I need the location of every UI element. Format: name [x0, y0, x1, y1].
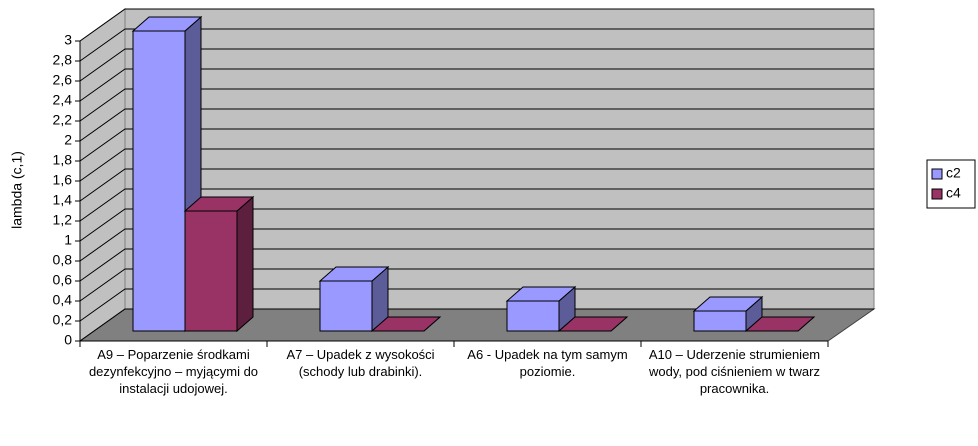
x-tick-label: A7 – Upadek z wysokości (schody lub drab… — [286, 347, 435, 379]
bar — [557, 316, 629, 332]
y-tick-label: 2,2 — [53, 112, 73, 128]
grid-line — [79, 308, 874, 342]
grid-line — [79, 128, 874, 162]
y-tick-label: 3 — [64, 32, 72, 48]
bar-top — [370, 316, 442, 332]
grid-line — [79, 228, 874, 262]
y-tick-label: 2,6 — [53, 72, 73, 88]
grid-line — [79, 48, 874, 82]
bar — [370, 316, 442, 332]
bar-front — [132, 30, 186, 332]
bar — [318, 265, 390, 333]
bar-top — [318, 266, 390, 282]
bar-top — [557, 316, 629, 332]
x-tick-label: A9 – Poparzenie środkami dezynfekcyjno –… — [88, 347, 259, 396]
bar-top — [692, 296, 764, 312]
bar-top — [131, 16, 203, 32]
bar-top — [183, 196, 255, 212]
x-tick-label: A6 - Upadek na tym samym poziomie. — [467, 347, 628, 379]
bar-top — [505, 286, 577, 302]
y-tick-label: 0,6 — [53, 272, 73, 288]
grid-line — [79, 188, 874, 222]
legend-box — [926, 159, 976, 209]
bar — [744, 316, 816, 332]
bar-front — [319, 280, 373, 332]
y-tick-label: 1,4 — [53, 192, 73, 208]
x-tick-label: A10 – Uderzenie strumieniem wody, pod ci… — [648, 347, 821, 396]
bar — [183, 195, 255, 333]
y-tick-label: 2,4 — [53, 92, 73, 108]
grid-line — [79, 268, 874, 302]
y-tick-label: 1,6 — [53, 172, 73, 188]
grid-line — [79, 288, 874, 322]
bar — [505, 285, 577, 333]
side-wall — [79, 8, 126, 342]
bar-front — [506, 300, 560, 332]
y-tick-label: 0,2 — [53, 312, 73, 328]
y-tick-label: 0 — [64, 332, 72, 348]
y-tick-label: 1,8 — [53, 152, 73, 168]
y-tick-label: 0,4 — [53, 292, 73, 308]
bar-front — [184, 210, 238, 332]
y-tick-label: 1,2 — [53, 212, 73, 228]
y-tick-label: 2 — [64, 132, 72, 148]
grid-line — [79, 108, 874, 142]
grid-line — [79, 248, 874, 282]
grid-line — [79, 88, 874, 122]
bar — [692, 295, 764, 333]
y-tick-label: 2,8 — [53, 52, 73, 68]
bar-top — [744, 316, 816, 332]
grid-line — [79, 8, 874, 42]
y-tick-label: 1 — [64, 232, 72, 248]
legend-label: c2 — [946, 165, 961, 181]
grid-line — [79, 208, 874, 242]
grid-line — [79, 28, 874, 62]
y-axis-label: lambda (c,1) — [9, 151, 25, 229]
legend-swatch — [931, 168, 943, 180]
y-tick-label: 0,8 — [53, 252, 73, 268]
bar-side — [236, 195, 254, 333]
legend-label: c4 — [946, 185, 961, 201]
grid-line — [79, 148, 874, 182]
legend-swatch — [931, 188, 943, 200]
bar-front — [693, 310, 747, 332]
grid-line — [79, 168, 874, 202]
grid-line — [79, 68, 874, 102]
